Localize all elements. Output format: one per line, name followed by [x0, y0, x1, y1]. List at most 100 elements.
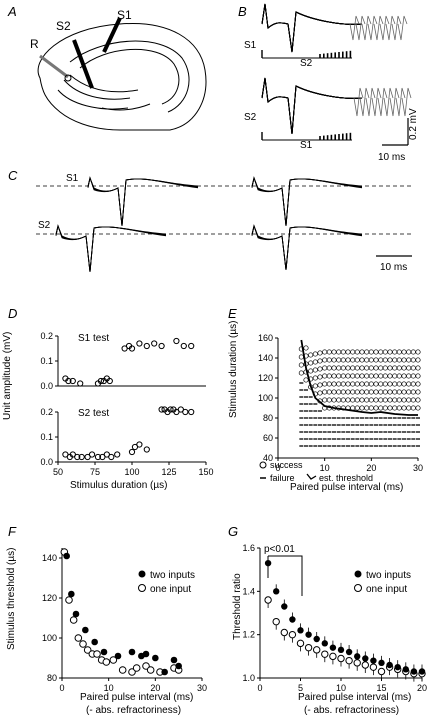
e-xlabel: Paired pulse interval (ms) [290, 482, 403, 493]
e-success-point [392, 365, 398, 371]
g-y-tick-label: 1.0 [242, 673, 255, 683]
d-top-point [151, 340, 158, 347]
g-legend-one: one input [366, 584, 407, 595]
e-success-point [331, 381, 337, 387]
f-two-inputs-point [142, 650, 150, 658]
e-success-point [308, 360, 314, 366]
e-success-point [415, 349, 421, 355]
e-success-point [382, 357, 388, 363]
e-success-point [382, 349, 388, 355]
g-x-tick-label: 15 [376, 683, 386, 693]
d-bottom-point [69, 451, 76, 458]
d-bottom-point [88, 451, 96, 458]
e-y-tick-label: 80 [263, 413, 273, 423]
b-label-s1: S1 [244, 40, 257, 51]
e-success-point [406, 349, 412, 355]
g-x-tick-label: 5 [298, 683, 303, 693]
e-success-point [406, 357, 412, 363]
panel-f-letter: F [8, 524, 17, 539]
g-significance-bracket [267, 555, 303, 596]
f-xlabel2: (- abs. refractoriness) [86, 705, 181, 716]
b-late-spike-s1 [355, 15, 366, 41]
e-success-point [410, 365, 416, 371]
g-two-inputs-point [345, 648, 353, 656]
e-success-point [364, 405, 370, 411]
f-legend: two inputs one input [138, 570, 195, 595]
e-success-point [354, 389, 360, 395]
d-bottom-point [177, 406, 184, 413]
e-success-point [326, 397, 332, 403]
e-success-point [340, 349, 346, 355]
g-legend-one-marker [354, 584, 362, 592]
b-late-spike-s2 [377, 87, 388, 117]
f-two-inputs-point [63, 552, 70, 560]
e-success-point [364, 349, 370, 355]
s1-electrode [102, 17, 122, 53]
e-success-point [326, 381, 332, 387]
g-x-tick-label: 10 [336, 683, 346, 693]
g-one-input-point [304, 643, 313, 652]
g-two-inputs-point [313, 635, 320, 643]
f-x-tick-label: 0 [59, 683, 64, 693]
e-success-point [392, 373, 398, 379]
g-xlabel: Paired pulse interval (ms) [298, 692, 411, 703]
e-success-point [336, 373, 342, 379]
d-top-point [143, 342, 150, 350]
d-bottom-x-tick-label: 100 [124, 467, 139, 477]
e-success-point [406, 397, 412, 403]
e-success-point [308, 352, 314, 358]
f-legend-one-marker [138, 584, 146, 592]
b-late-spike-s2 [383, 87, 394, 117]
c-trace-s2-right [251, 224, 363, 271]
f-two-inputs-point [82, 626, 89, 634]
f-one-input-point [93, 650, 101, 658]
e-success-point [396, 381, 402, 387]
f-one-input-point [69, 616, 78, 624]
b-late-spike-s1 [391, 15, 402, 41]
e-success-point [331, 389, 337, 395]
d-top-point [121, 345, 128, 352]
panel-c: C S1 S2 10 ms [8, 168, 412, 273]
f-legend-two: two inputs [150, 570, 195, 581]
e-success-point [336, 389, 342, 395]
panel-e-letter: E [228, 306, 237, 321]
g-one-input-point [369, 663, 378, 671]
g-two-inputs-point [321, 640, 328, 647]
e-success-point [340, 397, 346, 403]
e-success-point [406, 365, 412, 371]
e-success-point [317, 350, 323, 356]
f-one-input-point [79, 640, 87, 648]
recording-site [64, 74, 72, 82]
e-success-point [326, 357, 332, 363]
e-success-point [387, 405, 393, 411]
panel-a-letter: A [7, 4, 17, 19]
d-top-title: S1 test [78, 333, 109, 344]
d-bottom-x-tick-label: 125 [161, 467, 176, 477]
label-s1: S1 [117, 8, 132, 22]
e-success-point [298, 362, 304, 368]
d-bottom-point [108, 453, 115, 461]
d-bottom-point [158, 406, 165, 413]
g-two-inputs-point [329, 644, 337, 651]
d-bottom-x-tick-label: 50 [53, 467, 63, 477]
b-late-spike-s2 [371, 87, 382, 117]
e-success-point [382, 397, 388, 403]
c-label-s1: S1 [66, 173, 79, 184]
b-late-spike-s2 [359, 87, 370, 117]
f-two-inputs-point [68, 590, 75, 598]
panel-d-letter: D [8, 306, 17, 321]
e-success-point [331, 349, 337, 355]
g-one-input-point [353, 659, 361, 667]
e-success-point [392, 357, 398, 363]
d-xlabel: Stimulus duration (µs) [70, 480, 167, 491]
g-two-inputs-point [418, 668, 426, 675]
g-one-input-point [272, 617, 280, 626]
f-one-input-point [74, 634, 83, 642]
g-two-inputs-point [281, 603, 288, 610]
e-success-point [387, 373, 393, 379]
f-one-input-point [118, 666, 127, 674]
e-success-point [392, 397, 398, 403]
e-success-point [387, 365, 393, 371]
e-success-point [401, 349, 407, 355]
e-success-point [410, 381, 416, 387]
